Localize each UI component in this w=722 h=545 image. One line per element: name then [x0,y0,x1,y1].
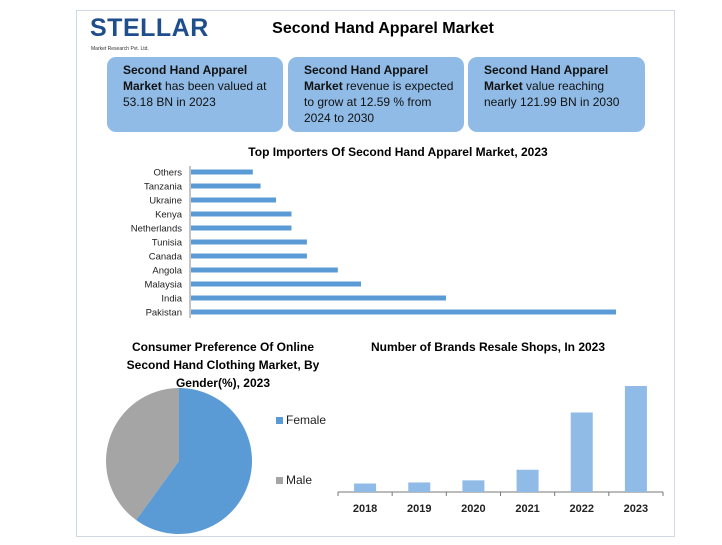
brand-bar-2022 [570,412,593,492]
legend-female: Female [276,413,326,427]
importer-label-canada: Canada [149,252,183,263]
page-title: Second Hand Apparel Market [272,20,494,37]
brand-year-label-2018: 2018 [353,503,377,515]
stat-card-heading: Second Hand Apparel Market [123,63,248,93]
importer-label-kenya: Kenya [155,210,183,221]
infographic-frame [76,10,675,537]
brand-bar-2021 [516,469,539,492]
brand-bar-2023 [624,386,647,492]
stat-card-text: has been valued at 53.18 BN in 2023 [123,79,267,109]
importer-label-malaysia: Malaysia [145,280,183,291]
importer-label-pakistan: Pakistan [146,308,182,319]
logo-text: STELLAR [90,14,209,42]
importer-label-tanzania: Tanzania [144,182,183,193]
importer-label-tunisia: Tunisia [152,238,183,249]
logo-subtext: Market Research Pvt. Ltd. [91,46,149,52]
importer-bar-kenya [191,211,292,217]
importer-bar-tanzania [191,183,261,189]
stat-card-text: revenue is expected to grow at 12.59 % f… [304,79,454,125]
brand-year-label-2022: 2022 [570,503,594,515]
importer-label-others: Others [153,168,182,179]
stat-card-forecast: Second Hand Apparel Market value reachin… [468,57,645,132]
importer-label-netherlands: Netherlands [131,224,182,235]
brand-bar-2020 [462,480,485,492]
gender-chart-title: Consumer Preference Of Online Second Han… [126,340,320,390]
importer-bar-angola [191,267,338,273]
importer-label-india: India [161,294,182,305]
pie-slice-male [105,388,179,521]
brand-year-label-2021: 2021 [515,503,539,515]
stat-card-text: value reaching nearly 121.99 BN in 2030 [484,79,620,109]
brands-chart-title: Number of Brands Resale Shops, In 2023 [370,340,606,354]
importer-label-angola: Angola [152,266,182,277]
importer-bar-others [191,169,253,175]
logo: STELLAR Market Research Pvt. Ltd. [90,14,208,56]
brand-year-label-2019: 2019 [407,503,431,515]
importer-label-ukraine: Ukraine [149,196,182,207]
pie-slice-female [136,388,252,534]
brand-year-label-2023: 2023 [624,503,648,515]
importer-bar-india [191,295,446,301]
stat-card-valuation: Second Hand Apparel Market has been valu… [107,57,283,132]
stat-card-heading: Second Hand Apparel Market [484,63,609,93]
importers-chart-title: Top Importers Of Second Hand Apparel Mar… [248,145,548,159]
brand-bar-2019 [408,482,431,492]
importer-bar-ukraine [191,197,276,203]
importer-bar-tunisia [191,239,307,245]
brand-bar-2018 [354,483,377,492]
brand-year-label-2020: 2020 [461,503,485,515]
importer-bar-netherlands [191,225,292,231]
legend-label-male: Male [286,473,313,487]
legend-swatch-female [276,417,283,425]
stat-card-growth: Second Hand Apparel Market revenue is ex… [288,57,464,132]
importer-bar-pakistan [191,309,616,315]
stat-card-heading: Second Hand Apparel Market [304,63,429,93]
importer-bar-malaysia [191,281,361,287]
legend-swatch-male [276,477,283,485]
legend-male: Male [276,473,312,487]
importer-bar-canada [191,253,307,259]
legend-label-female: Female [286,413,327,427]
